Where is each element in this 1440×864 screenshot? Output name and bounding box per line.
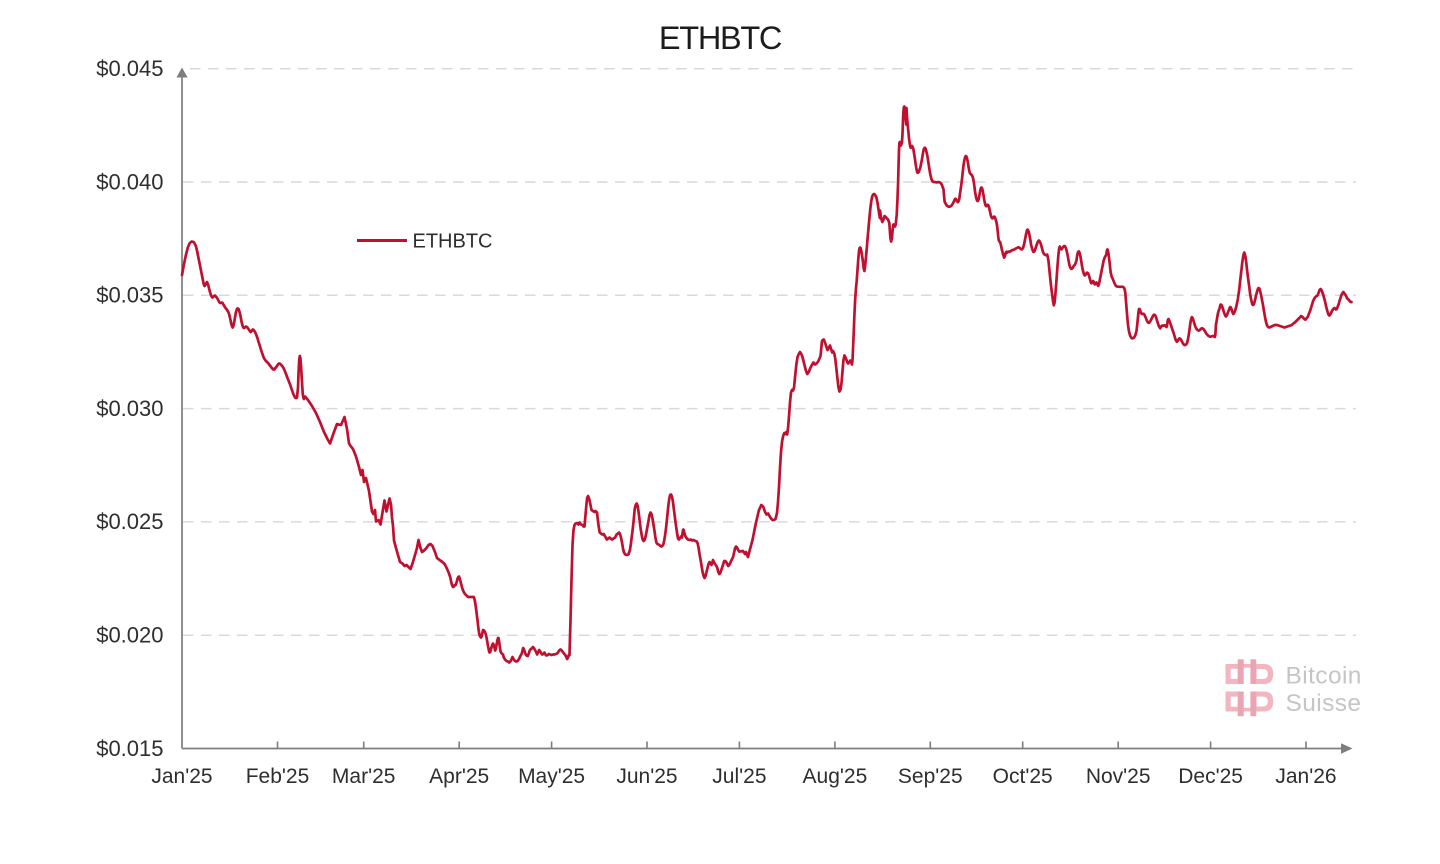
svg-text:Aug'25: Aug'25 <box>803 765 868 788</box>
svg-text:Sep'25: Sep'25 <box>898 765 963 788</box>
svg-text:Apr'25: Apr'25 <box>429 765 489 788</box>
svg-text:ETHBTC: ETHBTC <box>659 20 782 56</box>
svg-text:$0.030: $0.030 <box>96 396 163 421</box>
svg-text:Mar'25: Mar'25 <box>332 765 396 788</box>
svg-text:$0.040: $0.040 <box>96 169 163 194</box>
svg-text:Jul'25: Jul'25 <box>712 765 766 788</box>
svg-text:$0.020: $0.020 <box>96 623 163 648</box>
svg-text:Jan'26: Jan'26 <box>1275 765 1336 788</box>
svg-text:Feb'25: Feb'25 <box>246 765 310 788</box>
svg-text:Bitcoin: Bitcoin <box>1286 663 1362 690</box>
svg-text:$0.015: $0.015 <box>96 736 163 761</box>
svg-text:Jan'25: Jan'25 <box>151 765 212 788</box>
svg-text:Dec'25: Dec'25 <box>1178 765 1243 788</box>
svg-text:$0.025: $0.025 <box>96 509 163 534</box>
svg-text:Suisse: Suisse <box>1286 690 1362 717</box>
svg-text:$0.045: $0.045 <box>96 56 163 81</box>
svg-text:May'25: May'25 <box>518 765 585 788</box>
svg-text:ETHBTC: ETHBTC <box>413 231 493 253</box>
svg-text:Oct'25: Oct'25 <box>993 765 1053 788</box>
svg-text:$0.035: $0.035 <box>96 283 163 308</box>
svg-text:Jun'25: Jun'25 <box>616 765 677 788</box>
svg-text:Nov'25: Nov'25 <box>1086 765 1151 788</box>
